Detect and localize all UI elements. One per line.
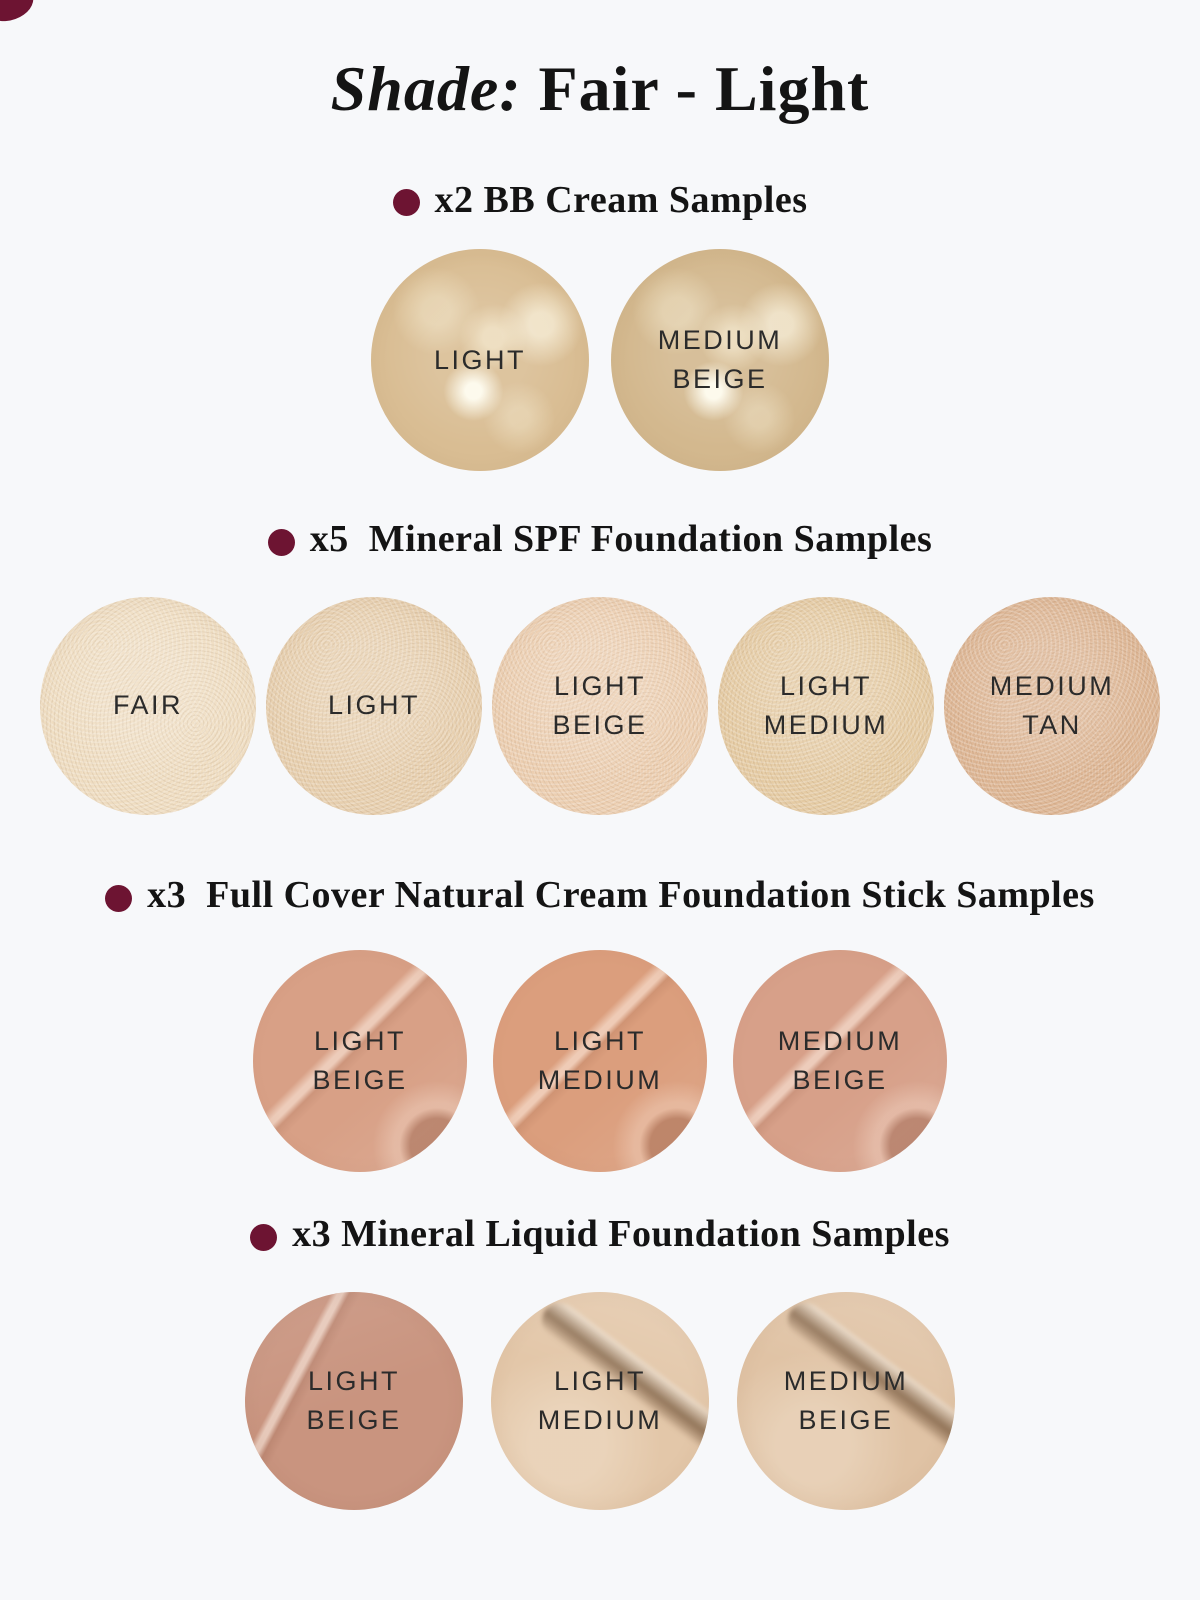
swatch-label: LIGHT [433, 344, 526, 375]
bullet-dot-icon [105, 884, 133, 912]
stick-swatch-light-medium: LIGHT MEDIUM [493, 950, 707, 1173]
section-cream-stick-heading-row: x3 Full Cover Natural Cream Foundation S… [0, 873, 1200, 919]
bullet-dot-icon [392, 189, 420, 217]
stick-swatch-medium-beige: MEDIUM BEIGE [733, 950, 947, 1173]
bb-swatch-medium-beige: MEDIUM BEIGE [611, 249, 829, 472]
swatch-label: LIGHT BEIGE [552, 670, 648, 740]
liquid-swatch-light-beige: LIGHT BEIGE [245, 1291, 463, 1510]
page-title-shade-range: Fair - Light [521, 53, 870, 124]
section-cream-stick-title: x3 Full Cover Natural Cream Foundation S… [147, 873, 1095, 916]
swatch-label: FAIR [112, 690, 183, 721]
swatch-label: MEDIUM BEIGE [777, 1026, 903, 1096]
section-mineral-spf-heading-row: x5 Mineral SPF Foundation Samples [0, 517, 1200, 563]
liquid-swatch-medium-beige: MEDIUM BEIGE [737, 1291, 955, 1510]
swatch-label: LIGHT MEDIUM [763, 670, 889, 740]
powder-swatch-light-medium: LIGHT MEDIUM [718, 596, 934, 815]
bullet-dot-icon [250, 1224, 278, 1252]
liquid-swatch-light-medium: LIGHT MEDIUM [491, 1291, 709, 1510]
page-title-shade-word: Shade: [330, 53, 522, 124]
page-title: Shade: Fair - Light [0, 0, 1200, 126]
swatch-label: MEDIUM TAN [989, 670, 1115, 740]
section-bb-cream-title: x2 BB Cream Samples [434, 178, 808, 221]
swatch-label: LIGHT BEIGE [312, 1026, 408, 1096]
mineral-spf-swatch-row: FAIR LIGHT LIGHT BEIGE LIGHT MEDIUM MEDI… [0, 596, 1200, 815]
powder-swatch-light: LIGHT [266, 596, 482, 815]
section-mineral-liquid-title: x3 Mineral Liquid Foundation Samples [292, 1213, 950, 1256]
mineral-liquid-swatch-row: LIGHT BEIGE LIGHT MEDIUM MEDIUM BEIGE [0, 1291, 1200, 1510]
bb-cream-swatch-row: LIGHT MEDIUM BEIGE [0, 249, 1200, 472]
bb-swatch-light: LIGHT [371, 249, 589, 472]
cream-stick-swatch-row: LIGHT BEIGE LIGHT MEDIUM MEDIUM BEIGE [0, 950, 1200, 1173]
powder-swatch-medium-tan: MEDIUM TAN [944, 596, 1160, 815]
bullet-dot-icon [267, 528, 295, 556]
swatch-label: MEDIUM BEIGE [657, 325, 783, 395]
section-mineral-spf-title: x5 Mineral SPF Foundation Samples [309, 518, 933, 561]
swatch-label: MEDIUM BEIGE [783, 1365, 909, 1435]
powder-swatch-light-beige: LIGHT BEIGE [492, 596, 708, 815]
section-bb-cream-heading-row: x2 BB Cream Samples [0, 178, 1200, 224]
swatch-label: LIGHT MEDIUM [537, 1365, 663, 1435]
swatch-label: LIGHT MEDIUM [537, 1026, 663, 1096]
swatch-label: LIGHT [327, 690, 420, 721]
stick-swatch-light-beige: LIGHT BEIGE [253, 950, 467, 1173]
section-mineral-liquid-heading-row: x3 Mineral Liquid Foundation Samples [0, 1212, 1200, 1258]
powder-swatch-fair: FAIR [40, 596, 256, 815]
swatch-label: LIGHT BEIGE [306, 1365, 402, 1435]
